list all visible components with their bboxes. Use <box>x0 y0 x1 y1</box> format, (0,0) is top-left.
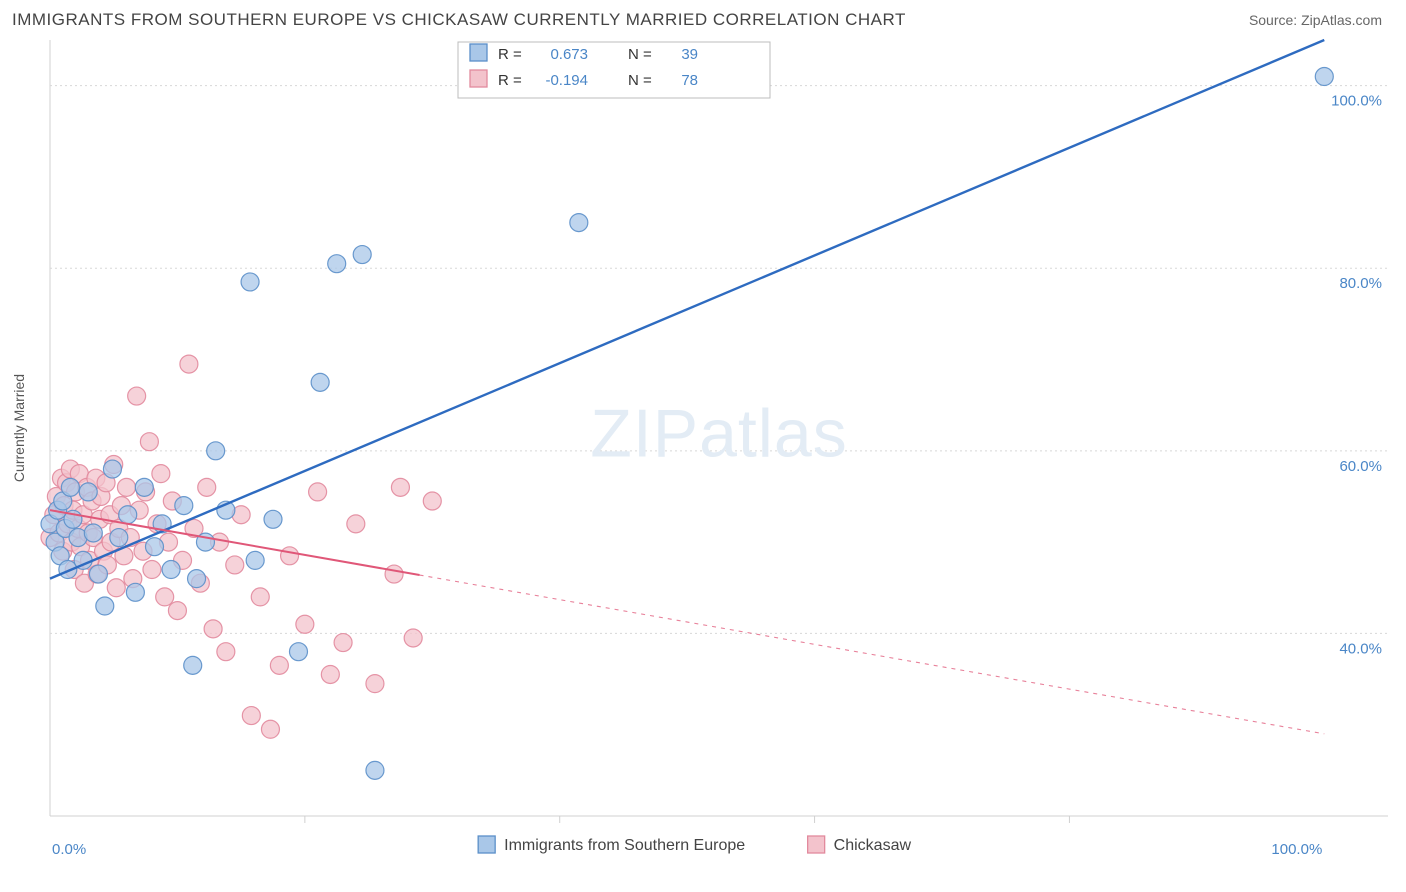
svg-text:0.0%: 0.0% <box>52 841 86 858</box>
svg-text:Currently Married: Currently Married <box>11 374 27 482</box>
svg-text:Chickasaw: Chickasaw <box>834 837 912 854</box>
svg-text:40.0%: 40.0% <box>1339 640 1382 657</box>
svg-text:ZIPatlas: ZIPatlas <box>590 396 847 472</box>
chart-title: IMMIGRANTS FROM SOUTHERN EUROPE VS CHICK… <box>12 10 906 30</box>
svg-text:N =: N = <box>628 72 652 89</box>
svg-text:60.0%: 60.0% <box>1339 458 1382 475</box>
svg-text:R =: R = <box>498 46 522 63</box>
source-label: Source: <box>1249 12 1297 28</box>
svg-text:-0.194: -0.194 <box>545 72 588 89</box>
source-value: ZipAtlas.com <box>1301 12 1382 28</box>
svg-text:39: 39 <box>681 46 698 63</box>
chart-header: IMMIGRANTS FROM SOUTHERN EUROPE VS CHICK… <box>0 0 1406 36</box>
correlation-chart: 40.0% 60.0% 80.0% 100.0% 0.0% 100.0% ZIPatlas R… <box>0 36 1406 876</box>
chart-svg: 40.0% 60.0% 80.0% 100.0% 0.0% 100.0% ZIPatlas R… <box>0 36 1406 876</box>
svg-text:78: 78 <box>681 72 698 89</box>
svg-text:N =: N = <box>628 46 652 63</box>
svg-text:Immigrants from Southern Europ: Immigrants from Southern Europe <box>504 837 745 854</box>
chart-source: Source: ZipAtlas.com <box>1249 12 1382 28</box>
svg-text:100.0%: 100.0% <box>1331 93 1382 110</box>
svg-text:100.0%: 100.0% <box>1271 841 1322 858</box>
svg-text:R =: R = <box>498 72 522 89</box>
svg-text:0.673: 0.673 <box>550 46 588 63</box>
svg-text:80.0%: 80.0% <box>1339 275 1382 292</box>
